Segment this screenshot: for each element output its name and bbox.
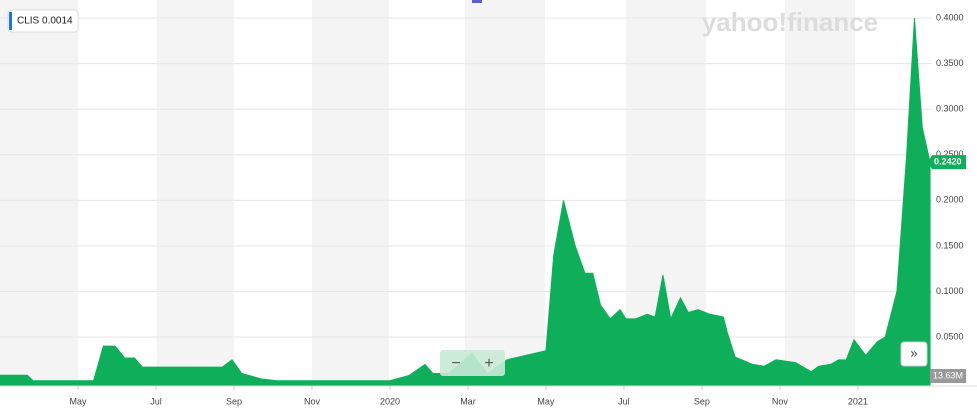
scroll-button[interactable] (900, 341, 928, 367)
volume-tag (930, 369, 966, 383)
x-tick-label: Nov (772, 396, 789, 406)
legend-swatch (9, 12, 12, 30)
current-label: 0.2420 (934, 156, 962, 166)
x-tick-label: Nov (304, 396, 321, 406)
current-tag (928, 155, 966, 170)
x-tick-label: 2021 (848, 396, 868, 406)
plot (0, 18, 931, 387)
watermark: yahoo!finance (702, 7, 878, 37)
legend-box (7, 9, 79, 33)
x-tick-label: Jul (150, 396, 162, 406)
y-tick-label: 0.4000 (936, 12, 964, 22)
zoom-out[interactable]: − (451, 355, 460, 372)
x-tick-label: 2020 (380, 396, 400, 406)
scroll-icon[interactable]: » (910, 345, 917, 360)
legend-label: CLIS 0.0014 (17, 16, 73, 27)
x-tick-label: May (69, 396, 87, 406)
top-marker (472, 0, 482, 3)
bands (0, 0, 855, 386)
y-tick-label: 0.1500 (936, 240, 964, 250)
x-tick-label: Jul (618, 396, 630, 406)
y-tick-label: 0.2000 (936, 195, 964, 205)
y-tick-label: 0.3000 (936, 104, 964, 114)
x-tick-label: May (537, 396, 555, 406)
volume-label: 13.63M (933, 370, 963, 380)
y-tick-label: 0.3500 (936, 58, 964, 68)
x-tick-label: Sep (226, 396, 242, 406)
price-area (0, 18, 931, 387)
zoom-control[interactable] (440, 350, 505, 376)
x-tick-label: Sep (694, 396, 710, 406)
grid (0, 17, 932, 338)
zoom-in[interactable]: + (484, 355, 493, 372)
y-tick-label: 0.1000 (936, 286, 964, 296)
x-tick-label: Mar (460, 396, 476, 406)
y-tick-label: 0.0500 (936, 331, 964, 341)
y-tick-label: 0.2500 (936, 149, 964, 159)
